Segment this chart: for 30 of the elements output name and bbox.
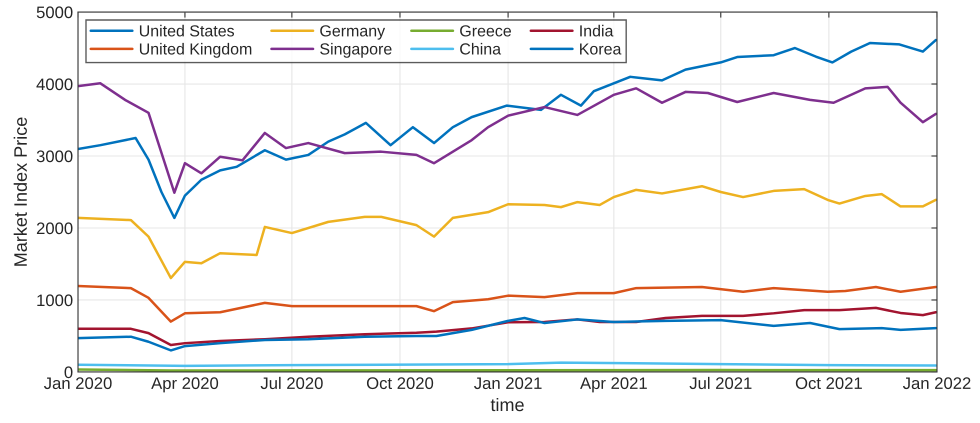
x-tick-label: Jan 2020	[44, 377, 112, 390]
line-series	[78, 82, 937, 194]
legend-label: Greece	[460, 25, 511, 37]
line-series	[78, 284, 937, 323]
y-axis-title: Market Index Price	[14, 118, 27, 266]
x-tick-label: Apr 2021	[580, 377, 647, 392]
line-series	[78, 316, 937, 352]
y-tick-label: 1000	[37, 294, 72, 306]
x-tick-label: Oct 2021	[796, 377, 862, 390]
legend-label: China	[460, 42, 502, 55]
legend-label: United Kingdom	[140, 42, 252, 58]
legend-label: Germany	[320, 25, 386, 40]
x-tick-label: Jul 2020	[260, 376, 323, 390]
x-tick-label: Oct 2020	[366, 377, 434, 390]
y-tick-label: 2000	[36, 222, 72, 234]
x-tick-label: Jul 2021	[690, 376, 752, 390]
y-tick-label: 3000	[36, 150, 72, 162]
x-tick-label: Jan 2022	[902, 377, 970, 390]
x-axis-title: time	[490, 398, 524, 412]
legend-label: India	[580, 24, 614, 37]
x-tick-label: Apr 2020	[151, 377, 218, 392]
y-tick-label: 5000	[36, 6, 72, 18]
legend-label: Korea	[580, 43, 622, 55]
legend-label: Singapore	[320, 42, 392, 58]
line-series	[78, 184, 937, 280]
x-tick-label: Jan 2021	[474, 377, 542, 390]
y-tick-label: 4000	[36, 78, 72, 90]
line-series	[78, 38, 937, 220]
legend-label: United States	[140, 24, 234, 37]
y-tick-label: 0	[64, 366, 72, 378]
